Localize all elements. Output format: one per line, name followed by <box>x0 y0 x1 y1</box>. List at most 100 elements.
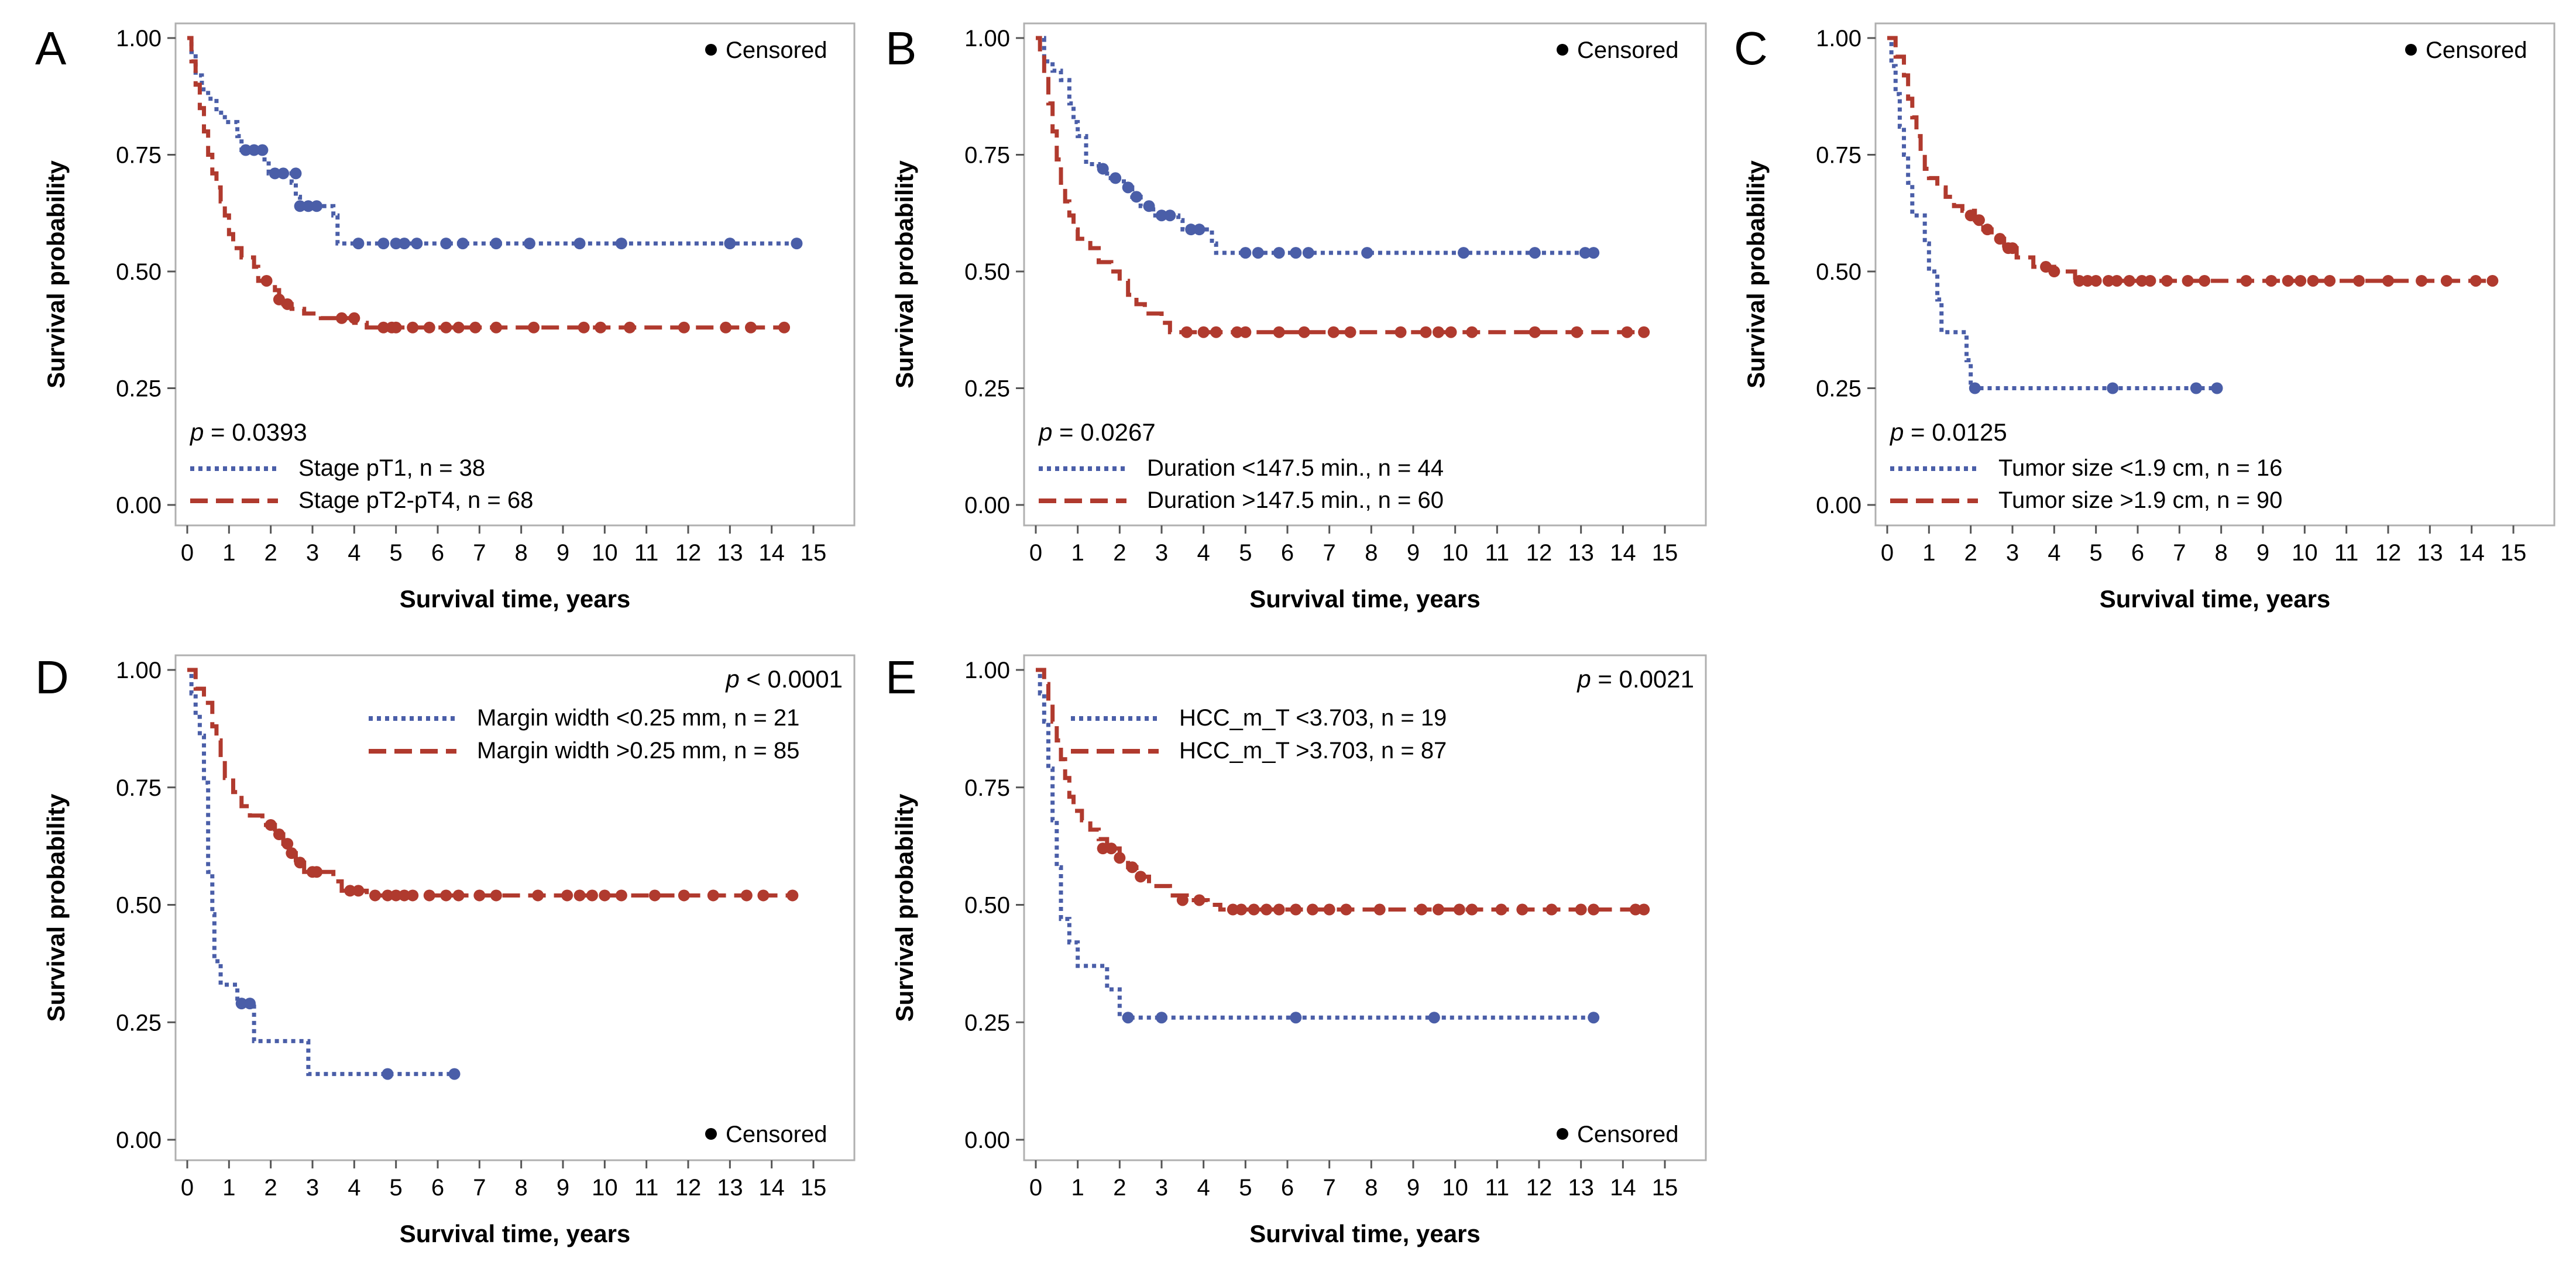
censored-marker <box>2111 274 2123 287</box>
x-axis-title: Survival time, years <box>1249 1220 1481 1247</box>
censored-marker <box>2324 274 2336 287</box>
p-value-text: = 0.0125 <box>1904 418 2007 446</box>
x-axis-title: Survival time, years <box>2100 585 2331 613</box>
censored-marker <box>311 866 323 878</box>
censored-marker <box>456 238 469 250</box>
plot-frame <box>174 22 856 527</box>
x-tick-label: 15 <box>2501 540 2527 566</box>
x-tick-label: 5 <box>390 540 403 566</box>
censored-marker <box>1545 903 1558 916</box>
censored-marker <box>311 200 323 212</box>
censored-marker <box>1126 861 1138 874</box>
censored-marker <box>382 889 394 902</box>
x-tick-label: 0 <box>1881 540 1894 566</box>
y-tick-label: 0.25 <box>116 1010 162 1036</box>
censored-marker <box>2199 274 2211 287</box>
x-tick-label: 11 <box>2334 540 2359 566</box>
censored-marker <box>1176 894 1189 906</box>
censored-marker <box>1344 326 1356 338</box>
censored-legend-dot <box>1557 1128 1568 1140</box>
censored-marker <box>2307 274 2319 287</box>
censored-marker <box>573 889 586 902</box>
censored-marker <box>2382 274 2394 287</box>
survival-curve-high <box>1036 668 1644 912</box>
censored-marker <box>528 321 540 333</box>
x-tick-label: 6 <box>1281 1175 1294 1201</box>
x-tick-label: 12 <box>2375 540 2402 566</box>
y-axis-title: Survival probability <box>42 160 70 388</box>
legend-label: Duration >147.5 min., n = 60 <box>1147 487 1444 513</box>
y-tick-label: 0.75 <box>964 775 1010 801</box>
x-axis-title: Survival time, years <box>400 585 631 613</box>
censored-marker <box>2416 274 2428 287</box>
censored-marker <box>348 312 360 324</box>
censored-marker <box>2211 382 2223 394</box>
censored-marker <box>615 238 627 250</box>
censored-marker <box>398 238 410 250</box>
x-tick-label: 7 <box>473 540 486 566</box>
x-tick-label: 2 <box>265 1175 277 1201</box>
censored-marker <box>377 238 390 250</box>
censored-marker <box>290 167 302 180</box>
panel-letter: A <box>35 22 67 74</box>
censored-marker <box>648 889 661 902</box>
x-axis-title: Survival time, years <box>1249 585 1481 613</box>
censored-marker <box>1273 247 1285 259</box>
y-tick-label: 0.75 <box>1816 143 1861 169</box>
censored-marker <box>1197 326 1210 338</box>
y-tick-label: 0.00 <box>1816 493 1861 518</box>
x-tick-label: 8 <box>2215 540 2228 566</box>
p-value: p = 0.0393 <box>189 418 307 446</box>
censored-marker <box>1185 224 1197 236</box>
legend-label: Margin width >0.25 mm, n = 85 <box>477 738 799 764</box>
censored-marker <box>1164 209 1176 222</box>
censored-legend-label: Censored <box>1577 1122 1678 1147</box>
y-tick-label: 0.25 <box>116 376 162 402</box>
censored-marker <box>1252 247 1264 259</box>
survival-curve-low <box>1887 36 2217 390</box>
censored-marker <box>244 998 256 1010</box>
censored-marker <box>1588 247 1600 259</box>
plot-frame <box>174 654 856 1161</box>
censored-marker <box>390 238 402 250</box>
censored-marker <box>1290 247 1302 259</box>
x-tick-label: 5 <box>1239 540 1252 566</box>
censored-marker <box>678 321 690 333</box>
censored-marker <box>2144 274 2156 287</box>
censored-marker <box>532 889 544 902</box>
x-tick-label: 4 <box>348 540 360 566</box>
x-tick-label: 1 <box>222 1175 235 1201</box>
censored-marker <box>1122 181 1134 194</box>
censored-marker <box>1248 903 1260 916</box>
censored-marker <box>2295 274 2307 287</box>
censored-marker <box>1156 1012 1167 1024</box>
x-tick-label: 5 <box>2090 540 2103 566</box>
censored-marker <box>1638 903 1650 916</box>
censored-marker <box>740 889 753 902</box>
x-tick-label: 3 <box>2006 540 2019 566</box>
censored-marker <box>1466 903 1478 916</box>
censored-marker <box>1373 903 1386 916</box>
censored-marker <box>1298 326 1310 338</box>
x-tick-label: 6 <box>2131 540 2144 566</box>
censored-marker <box>1588 1012 1600 1024</box>
panel-letter: E <box>885 651 916 703</box>
legend-label: HCC_m_T <3.703, n = 19 <box>1179 705 1447 731</box>
censored-marker <box>1122 1012 1134 1024</box>
censored-marker <box>523 238 535 250</box>
y-tick-label: 0.00 <box>116 1127 162 1153</box>
censored-marker <box>260 274 273 287</box>
censored-marker <box>440 238 452 250</box>
y-axis-title: Survival probability <box>1742 160 1770 388</box>
censored-marker <box>452 321 465 333</box>
censored-marker <box>490 321 502 333</box>
censored-marker <box>352 885 365 897</box>
x-tick-label: 8 <box>1365 540 1378 566</box>
x-tick-label: 7 <box>1323 540 1336 566</box>
x-tick-label: 12 <box>675 540 702 566</box>
x-tick-label: 2 <box>1113 540 1126 566</box>
x-tick-label: 15 <box>801 540 827 566</box>
y-tick-label: 1.00 <box>116 658 162 683</box>
y-tick-label: 0.75 <box>964 143 1010 169</box>
survival-curve-high <box>187 668 793 898</box>
